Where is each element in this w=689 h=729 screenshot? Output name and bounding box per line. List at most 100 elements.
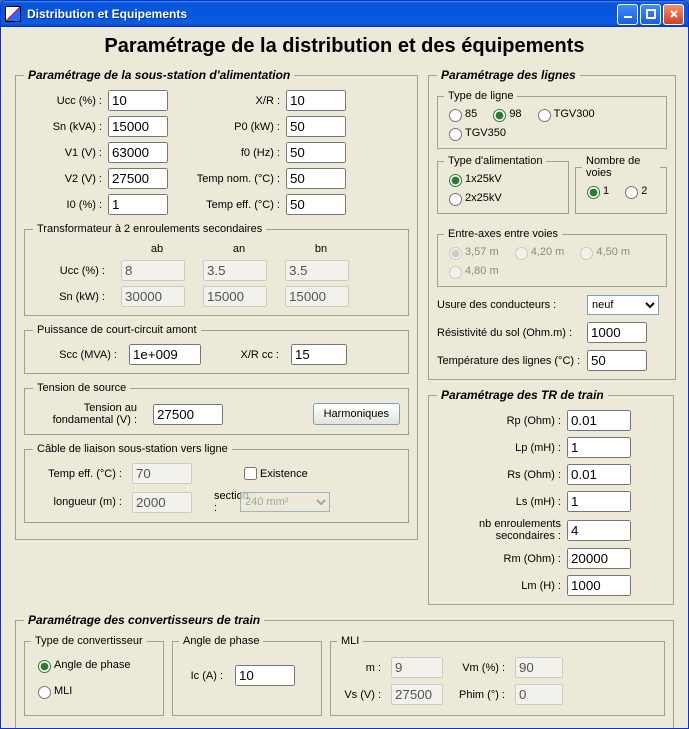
vsrc-legend: Tension de source bbox=[33, 382, 130, 394]
linetype-85[interactable]: 85 bbox=[444, 106, 477, 122]
phim-input bbox=[515, 684, 563, 705]
v2-label: V2 (V) : bbox=[30, 173, 108, 185]
trans2-sn-an bbox=[203, 286, 267, 307]
linetype-98[interactable]: 98 bbox=[488, 106, 521, 122]
ls-input[interactable] bbox=[567, 491, 631, 512]
scc-label: Scc (MVA) : bbox=[33, 349, 123, 361]
trans2-legend: Transformateur à 2 enroulements secondai… bbox=[33, 223, 266, 235]
existence-checkbox[interactable]: Existence bbox=[240, 464, 342, 483]
alim-2x25[interactable]: 2x25kV bbox=[444, 190, 502, 206]
linetype-tgv350[interactable]: TGV350 bbox=[444, 125, 506, 141]
rs-input[interactable] bbox=[567, 464, 631, 485]
cable-len-label: longueur (m) : bbox=[33, 496, 128, 508]
voies-legend: Nombre de voies bbox=[582, 155, 660, 179]
convtype-fieldset: Type de convertisseur Angle de phase MLI bbox=[24, 635, 164, 716]
tr-fieldset: Paramétrage des TR de train Rp (Ohm) : L… bbox=[428, 388, 674, 605]
substation-legend: Paramétrage de la sous-station d'aliment… bbox=[24, 68, 294, 82]
i0-label: I0 (%) : bbox=[30, 199, 108, 211]
rho-input[interactable] bbox=[587, 322, 647, 343]
f0-input[interactable] bbox=[286, 142, 346, 163]
vs-input bbox=[391, 684, 443, 705]
linetype-legend: Type de ligne bbox=[444, 90, 517, 102]
trans2-col-ab: ab bbox=[121, 243, 193, 255]
scc-input[interactable] bbox=[129, 344, 201, 365]
xr-input[interactable] bbox=[286, 90, 346, 111]
titlebar[interactable]: Distribution et Equipements bbox=[1, 1, 688, 27]
existence-label: Existence bbox=[260, 468, 308, 480]
mli-legend: MLI bbox=[337, 635, 363, 647]
fund-input[interactable] bbox=[153, 404, 223, 425]
eax-fieldset: Entre-axes entre voies 3,57 m 4,20 m 4,5… bbox=[437, 228, 667, 287]
ucc-input[interactable] bbox=[108, 90, 168, 111]
existence-check-input[interactable] bbox=[244, 467, 257, 480]
xrcc-label: X/R cc : bbox=[215, 349, 285, 361]
templ-label: Température des lignes (°C) : bbox=[437, 355, 587, 367]
nb-label: nb enroulements secondaires : bbox=[447, 518, 567, 542]
convtype-angle[interactable]: Angle de phase bbox=[33, 657, 147, 673]
vm-input bbox=[515, 657, 563, 678]
nb-input[interactable] bbox=[567, 520, 631, 541]
rm-label: Rm (Ohm) : bbox=[447, 553, 567, 565]
xr-label: X/R : bbox=[180, 95, 286, 107]
te-input[interactable] bbox=[286, 194, 346, 215]
cable-fieldset: Câble de liaison sous-station vers ligne… bbox=[24, 443, 409, 523]
substation-fieldset: Paramétrage de la sous-station d'aliment… bbox=[15, 68, 418, 540]
rho-label: Résistivité du sol (Ohm.m) : bbox=[437, 327, 587, 339]
convtype-legend: Type de convertisseur bbox=[31, 635, 147, 647]
harmonics-button[interactable]: Harmoniques bbox=[313, 403, 400, 425]
eax-legend: Entre-axes entre voies bbox=[444, 228, 562, 240]
voies-2[interactable]: 2 bbox=[620, 183, 647, 199]
ic-input[interactable] bbox=[235, 665, 295, 686]
close-button[interactable] bbox=[663, 4, 684, 25]
linetype-tgv300[interactable]: TGV300 bbox=[533, 106, 595, 122]
rp-label: Rp (Ohm) : bbox=[447, 415, 567, 427]
i0-input[interactable] bbox=[108, 194, 168, 215]
eax-450: 4,50 m bbox=[575, 244, 630, 260]
tn-label: Temp nom. (°C) : bbox=[180, 173, 286, 185]
v1-input[interactable] bbox=[108, 142, 168, 163]
conv-fieldset: Paramétrage des convertisseurs de train … bbox=[15, 613, 674, 728]
tr-legend: Paramétrage des TR de train bbox=[437, 388, 608, 402]
rp-input[interactable] bbox=[567, 410, 631, 431]
ic-label: Ic (A) : bbox=[179, 670, 229, 682]
v2-input[interactable] bbox=[108, 168, 168, 189]
voies-1[interactable]: 1 bbox=[582, 183, 609, 199]
cable-te-label: Temp eff. (°C) : bbox=[33, 468, 128, 480]
tn-input[interactable] bbox=[286, 168, 346, 189]
rs-label: Rs (Ohm) : bbox=[447, 469, 567, 481]
scc-legend: Puissance de court-circuit amont bbox=[33, 324, 201, 336]
p0-input[interactable] bbox=[286, 116, 346, 137]
alim-1x25[interactable]: 1x25kV bbox=[444, 171, 502, 187]
trans2-ucc-an bbox=[203, 260, 267, 281]
lines-legend: Paramétrage des lignes bbox=[437, 68, 580, 82]
xrcc-input[interactable] bbox=[291, 344, 347, 365]
ucc-label: Ucc (%) : bbox=[30, 95, 108, 107]
matlab-icon bbox=[5, 6, 21, 22]
sn-input[interactable] bbox=[108, 116, 168, 137]
alim-fieldset: Type d'alimentation 1x25kV 2x25kV bbox=[437, 155, 569, 214]
eax-420: 4,20 m bbox=[510, 244, 565, 260]
conv-legend: Paramétrage des convertisseurs de train bbox=[24, 613, 264, 627]
wear-label: Usure des conducteurs : bbox=[437, 299, 587, 311]
trans2-col-an: an bbox=[203, 243, 275, 255]
alim-legend: Type d'alimentation bbox=[444, 155, 546, 167]
trans2-sn-bn bbox=[285, 286, 349, 307]
trans2-sn-label: Sn (kW) : bbox=[33, 291, 111, 303]
templ-input[interactable] bbox=[587, 350, 647, 371]
phim-label: Phim (°) : bbox=[453, 689, 511, 701]
rm-input[interactable] bbox=[567, 548, 631, 569]
trans2-col-bn: bn bbox=[285, 243, 357, 255]
lp-input[interactable] bbox=[567, 437, 631, 458]
angle-legend: Angle de phase bbox=[179, 635, 263, 647]
app-window: Distribution et Equipements Paramétrage … bbox=[0, 0, 689, 729]
wear-select[interactable]: neuf bbox=[587, 295, 659, 315]
minimize-button[interactable] bbox=[617, 4, 638, 25]
convtype-mli[interactable]: MLI bbox=[33, 683, 147, 699]
ls-label: Ls (mH) : bbox=[447, 496, 567, 508]
cable-len-input bbox=[132, 492, 192, 513]
vs-label: Vs (V) : bbox=[341, 689, 387, 701]
maximize-button[interactable] bbox=[640, 4, 661, 25]
eax-357: 3,57 m bbox=[444, 244, 499, 260]
trans2-fieldset: Transformateur à 2 enroulements secondai… bbox=[24, 223, 409, 316]
lm-input[interactable] bbox=[567, 575, 631, 596]
